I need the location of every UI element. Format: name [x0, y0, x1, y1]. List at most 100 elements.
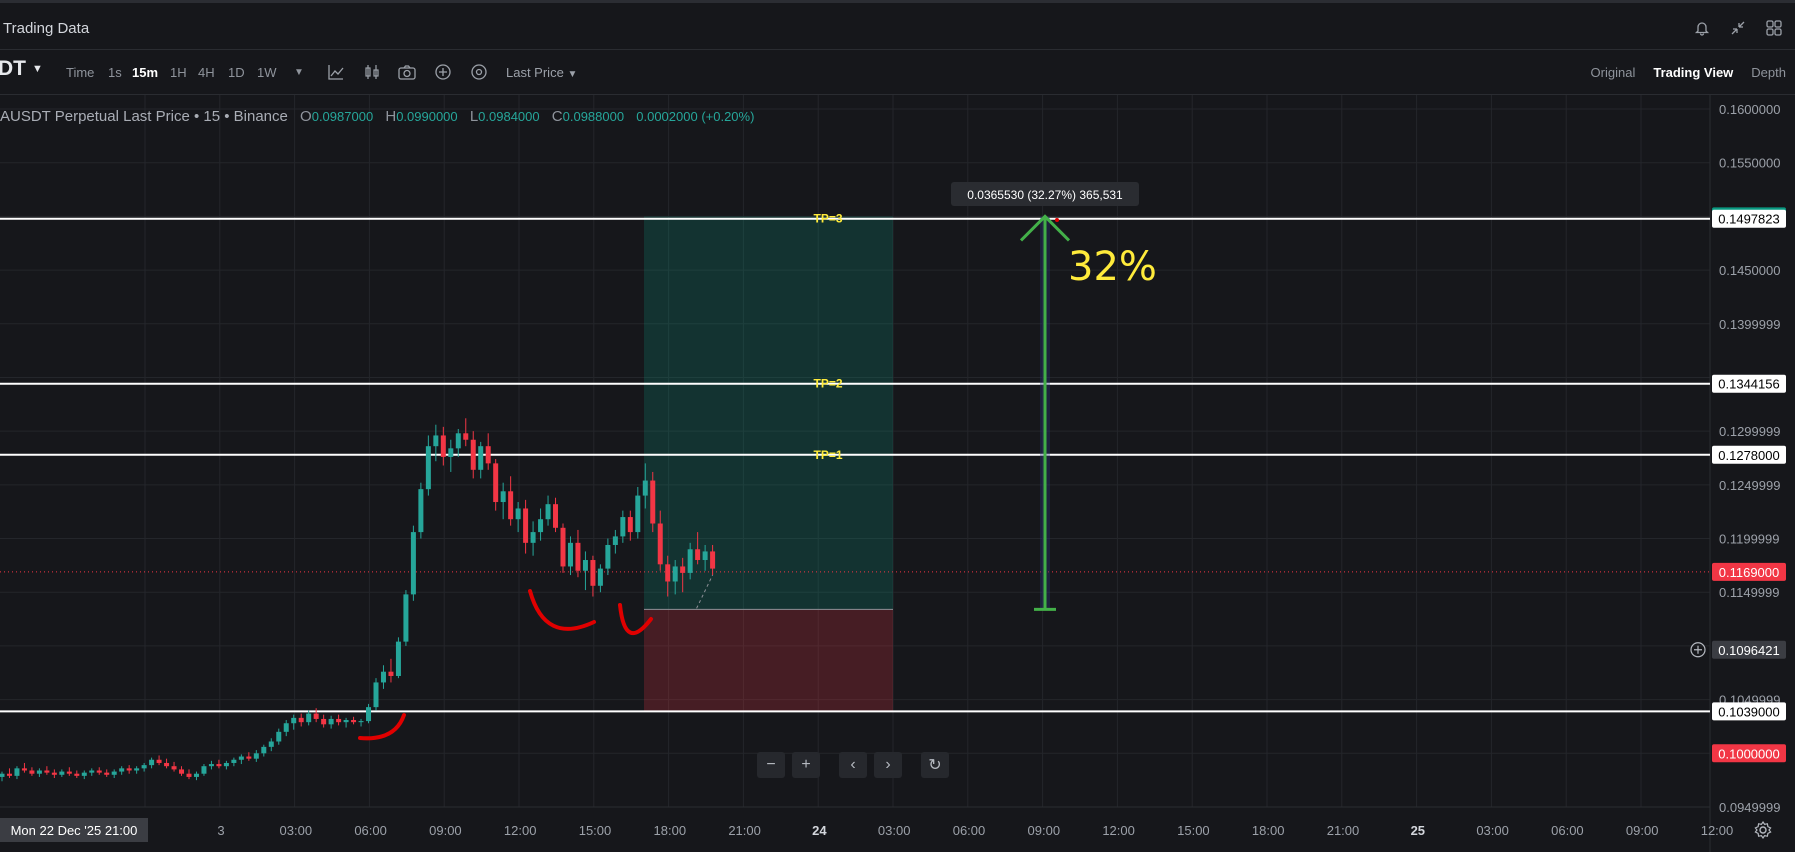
scroll-right-button[interactable]: › [874, 752, 902, 778]
candle [156, 759, 162, 763]
candle [425, 446, 431, 490]
time-tick-label: 15:00 [1177, 823, 1210, 838]
hand-mark [358, 713, 406, 741]
timeframe-1w[interactable]: 1W [257, 65, 277, 80]
tab-original[interactable]: Original [1590, 65, 1636, 80]
time-tick-label: 06:00 [1551, 823, 1584, 838]
candle [111, 771, 117, 775]
price-badge-label: 0.1344156 [1718, 377, 1779, 392]
price-badge [1712, 562, 1786, 581]
timeframe-1d[interactable]: 1D [228, 65, 245, 80]
candle [81, 772, 87, 776]
candle [216, 764, 222, 767]
add-indicator-icon[interactable] [433, 62, 453, 82]
candles [0, 418, 716, 782]
title-bar: Trading Data [0, 0, 1795, 50]
indicator-icon[interactable] [326, 62, 346, 82]
price-type-selector[interactable]: Last Price ▼ [506, 65, 577, 80]
collapse-icon[interactable] [1727, 17, 1749, 39]
camera-icon[interactable] [397, 62, 417, 82]
time-tick-label: 09:00 [1028, 823, 1061, 838]
candle [590, 560, 596, 586]
time-tick-label: 06:00 [953, 823, 986, 838]
candle [620, 517, 626, 537]
candle [14, 768, 20, 776]
candle [231, 759, 237, 763]
candle [74, 773, 80, 776]
candle [36, 770, 42, 774]
layout-grid-icon[interactable] [1763, 17, 1785, 39]
timeframe-1h[interactable]: 1H [170, 65, 187, 80]
settings-icon[interactable] [469, 62, 489, 82]
legend-low-key: L [469, 108, 479, 125]
timeframe-1s[interactable]: 1s [108, 65, 122, 80]
legend-title: AUSDT Perpetual Last Price • 15 • Binanc… [0, 108, 288, 125]
candle [44, 770, 50, 773]
marker-dot [1055, 218, 1059, 222]
candle [149, 759, 155, 766]
price-badge [1712, 702, 1786, 721]
candle [597, 568, 603, 586]
legend-change: 0.0002000 (+0.20%) [636, 109, 755, 124]
measure-arrowhead [1019, 214, 1071, 242]
zoom-out-button[interactable]: − [757, 752, 785, 778]
candle [545, 504, 551, 520]
price-badge [1712, 640, 1786, 659]
candle [523, 508, 529, 543]
candle [448, 448, 454, 457]
candle-type-icon[interactable] [362, 62, 382, 82]
time-tick-label: 3 [217, 823, 224, 838]
price-tick-label: 0.1149999 [1719, 585, 1780, 600]
scroll-left-button[interactable]: ‹ [839, 752, 867, 778]
tp-label: TP=3 [813, 212, 842, 226]
candle [553, 504, 559, 528]
price-type-label: Last Price [506, 65, 564, 80]
candle [51, 772, 57, 775]
bell-icon[interactable] [1691, 17, 1713, 39]
time-tick-label: 15:00 [579, 823, 612, 838]
candle [485, 446, 491, 464]
gear-icon[interactable] [1753, 820, 1773, 840]
candle [380, 671, 386, 683]
candle [193, 773, 199, 777]
symbol-selector[interactable]: DT ▼ [0, 57, 43, 81]
candle [276, 731, 282, 742]
candle [433, 435, 439, 447]
time-tick-label: 09:00 [429, 823, 462, 838]
candle [313, 713, 319, 719]
legend-high: 0.0990000 [396, 109, 458, 124]
candle [455, 433, 461, 449]
candle [119, 768, 125, 772]
price-badge-label: 0.1278000 [1718, 448, 1779, 463]
candle [418, 489, 424, 533]
candle [440, 435, 446, 457]
price-badge-label: 0.1039000 [1718, 704, 1779, 719]
candle [291, 717, 297, 724]
candle [66, 771, 72, 774]
zoom-in-button[interactable]: + [792, 752, 820, 778]
tab-trading-view[interactable]: Trading View [1653, 65, 1734, 80]
candle [665, 564, 671, 582]
legend-open: 0.0987000 [311, 109, 374, 124]
candle [201, 766, 207, 774]
window-actions [1691, 17, 1785, 39]
candle [605, 544, 611, 569]
measure-annotation: 32% [1068, 244, 1157, 290]
timeframe-time[interactable]: Time [66, 65, 95, 80]
candle [575, 542, 581, 571]
reset-chart-button[interactable]: ↻ [921, 752, 949, 778]
grid-lines [0, 95, 1710, 808]
candle [395, 641, 401, 676]
timeframe-15m[interactable]: 15m [132, 65, 159, 80]
tp-label: TP=1 [813, 448, 842, 462]
timeframe-4h[interactable]: 4H [198, 65, 215, 80]
candle [223, 762, 229, 767]
tab-depth[interactable]: Depth [1751, 65, 1786, 80]
price-chart[interactable]: TP=3 TP=2 TP=1 32% 0.0365530 (32.27%) 365,53… [0, 95, 1795, 852]
candle [59, 771, 65, 775]
candle [672, 566, 678, 582]
measure-tooltip-bg [951, 182, 1139, 206]
timeframe-more-icon[interactable]: ▼ [294, 67, 304, 78]
price-tick-label: 0.1550000 [1719, 156, 1780, 171]
